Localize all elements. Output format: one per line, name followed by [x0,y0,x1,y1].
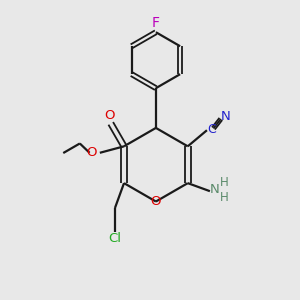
Text: N: N [221,110,231,123]
Text: H: H [220,191,229,204]
Text: O: O [104,109,115,122]
Text: C: C [207,123,216,136]
Text: Cl: Cl [109,232,122,244]
Text: O: O [86,146,97,159]
Text: H: H [220,176,229,189]
Text: N: N [209,183,219,196]
Text: O: O [151,195,161,208]
Text: F: F [152,16,160,30]
